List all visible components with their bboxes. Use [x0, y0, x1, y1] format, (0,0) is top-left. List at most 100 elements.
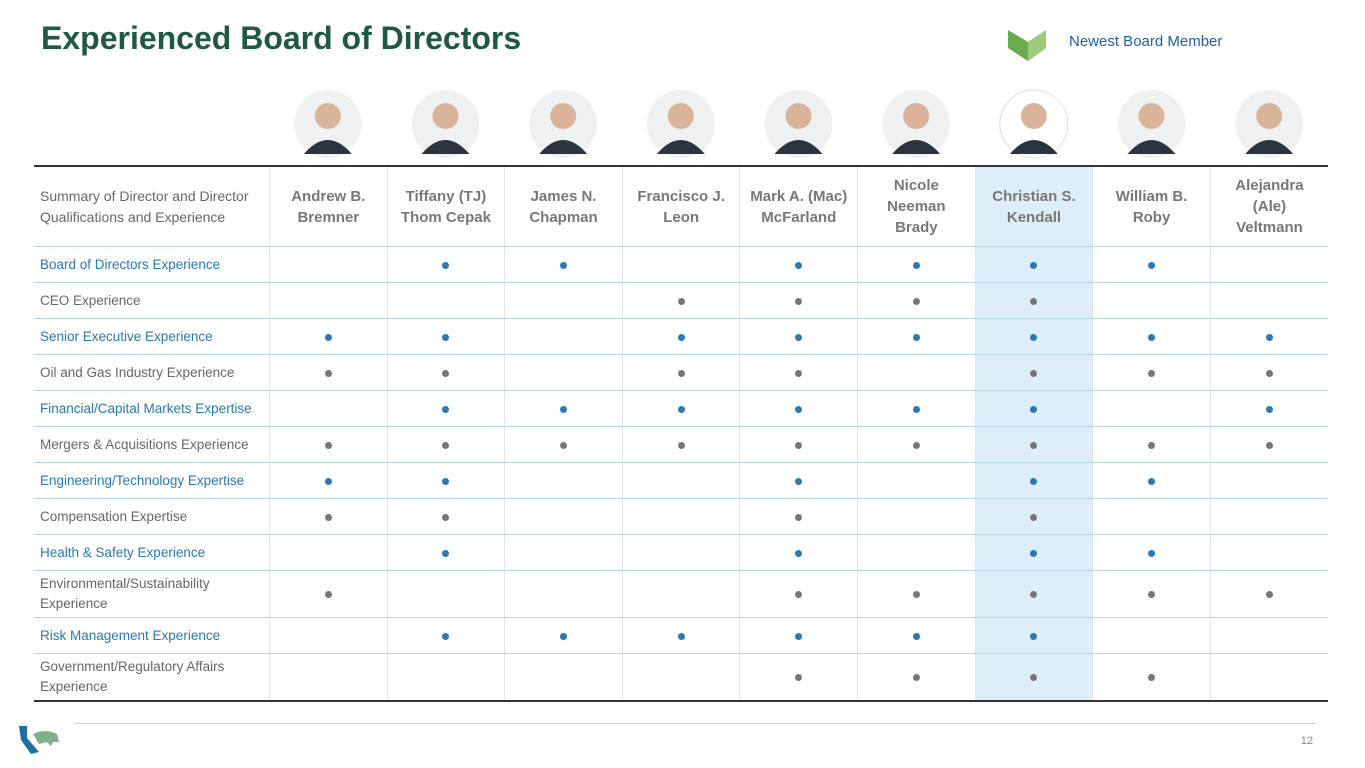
cell	[739, 390, 858, 427]
director-name: Alejandra (Ale) Veltmann	[1209, 166, 1328, 247]
row-label: Government/Regulatory Affairs Experience	[34, 653, 270, 702]
dot	[560, 441, 568, 449]
photo-head	[903, 103, 930, 129]
dot	[1030, 261, 1038, 269]
dot	[677, 369, 685, 377]
director-name: Andrew B. Bremner	[269, 166, 388, 247]
cell	[1209, 617, 1328, 654]
dot	[1030, 369, 1038, 377]
dot	[795, 513, 803, 521]
cell	[621, 426, 740, 463]
cell	[269, 246, 388, 283]
dot	[1030, 297, 1038, 305]
qualification-row: Engineering/Technology Expertise	[34, 462, 1328, 499]
corner-label: Summary of Director and Director Qualifi…	[34, 166, 270, 247]
cell	[269, 426, 388, 463]
dot	[442, 513, 450, 521]
cell	[504, 617, 623, 654]
dot	[795, 369, 803, 377]
cell	[386, 354, 505, 391]
qualification-row: Oil and Gas Industry Experience	[34, 354, 1328, 391]
row-label: Oil and Gas Industry Experience	[34, 354, 270, 391]
cell	[386, 570, 505, 618]
dot	[1265, 591, 1273, 598]
first-name: Francisco J.	[637, 187, 725, 205]
dot	[324, 369, 332, 377]
cell	[739, 498, 858, 535]
dot	[560, 261, 568, 269]
cell	[1092, 354, 1211, 391]
first-name: Alejandra (Ale)	[1235, 177, 1304, 215]
director-photo	[646, 90, 715, 158]
cell	[857, 462, 976, 499]
cell	[1209, 534, 1328, 571]
cell	[974, 462, 1093, 499]
photo-head	[667, 103, 694, 129]
cell	[621, 354, 740, 391]
dot	[442, 261, 450, 269]
director-photo	[529, 90, 598, 158]
page-number: 12	[1300, 735, 1313, 747]
legend-icon	[1008, 30, 1046, 61]
cell	[269, 617, 388, 654]
cell	[621, 390, 740, 427]
logo	[19, 726, 59, 754]
row-label: Financial/Capital Markets Expertise	[34, 390, 270, 427]
cell	[857, 246, 976, 283]
dot	[1148, 674, 1156, 681]
dot	[1030, 632, 1038, 640]
cell	[269, 318, 388, 355]
dot	[677, 441, 685, 449]
dot	[1148, 333, 1156, 341]
cell	[621, 282, 740, 319]
cell	[974, 390, 1093, 427]
dot	[795, 441, 803, 449]
director-photo	[411, 90, 480, 158]
cell	[269, 390, 388, 427]
row-label: Board of Directors Experience	[34, 246, 270, 283]
photos	[293, 89, 1304, 159]
dot	[912, 632, 920, 640]
cell	[386, 318, 505, 355]
cell	[974, 498, 1093, 535]
dot	[795, 297, 803, 305]
cell	[739, 354, 858, 391]
cell	[1209, 318, 1328, 355]
dot	[912, 297, 920, 305]
row-label: Risk Management Experience	[34, 617, 270, 654]
cell	[386, 534, 505, 571]
cell	[386, 282, 505, 319]
photo-head	[785, 103, 812, 129]
cell	[504, 390, 623, 427]
last-name: Veltmann	[1236, 219, 1303, 236]
cell	[857, 534, 976, 571]
cell	[504, 534, 623, 571]
dot	[442, 477, 450, 485]
qualification-row: Senior Executive Experience	[34, 318, 1328, 355]
dot	[677, 405, 685, 413]
cell	[974, 570, 1093, 618]
first-name: Andrew B.	[291, 187, 366, 205]
cell	[386, 426, 505, 463]
cell	[1209, 390, 1328, 427]
photo-head	[314, 103, 341, 129]
cell	[1209, 426, 1328, 463]
qualification-row: Financial/Capital Markets Expertise	[34, 390, 1328, 427]
cell	[504, 462, 623, 499]
cell	[739, 570, 858, 618]
dot	[1030, 333, 1038, 341]
qualification-row: Mergers & Acquisitions Experience	[34, 426, 1328, 463]
director-name: Mark A. (Mac) McFarland	[739, 166, 858, 247]
cell	[1209, 282, 1328, 319]
director-name: James N. Chapman	[504, 166, 623, 247]
director-photo	[293, 90, 362, 158]
cell	[857, 653, 976, 702]
cell	[269, 570, 388, 618]
row-label: Health & Safety Experience	[34, 534, 270, 571]
cell	[1092, 318, 1211, 355]
cell	[857, 617, 976, 654]
photo-body	[1127, 140, 1176, 154]
first-name: James N.	[530, 187, 597, 205]
director-photo	[1235, 90, 1304, 158]
